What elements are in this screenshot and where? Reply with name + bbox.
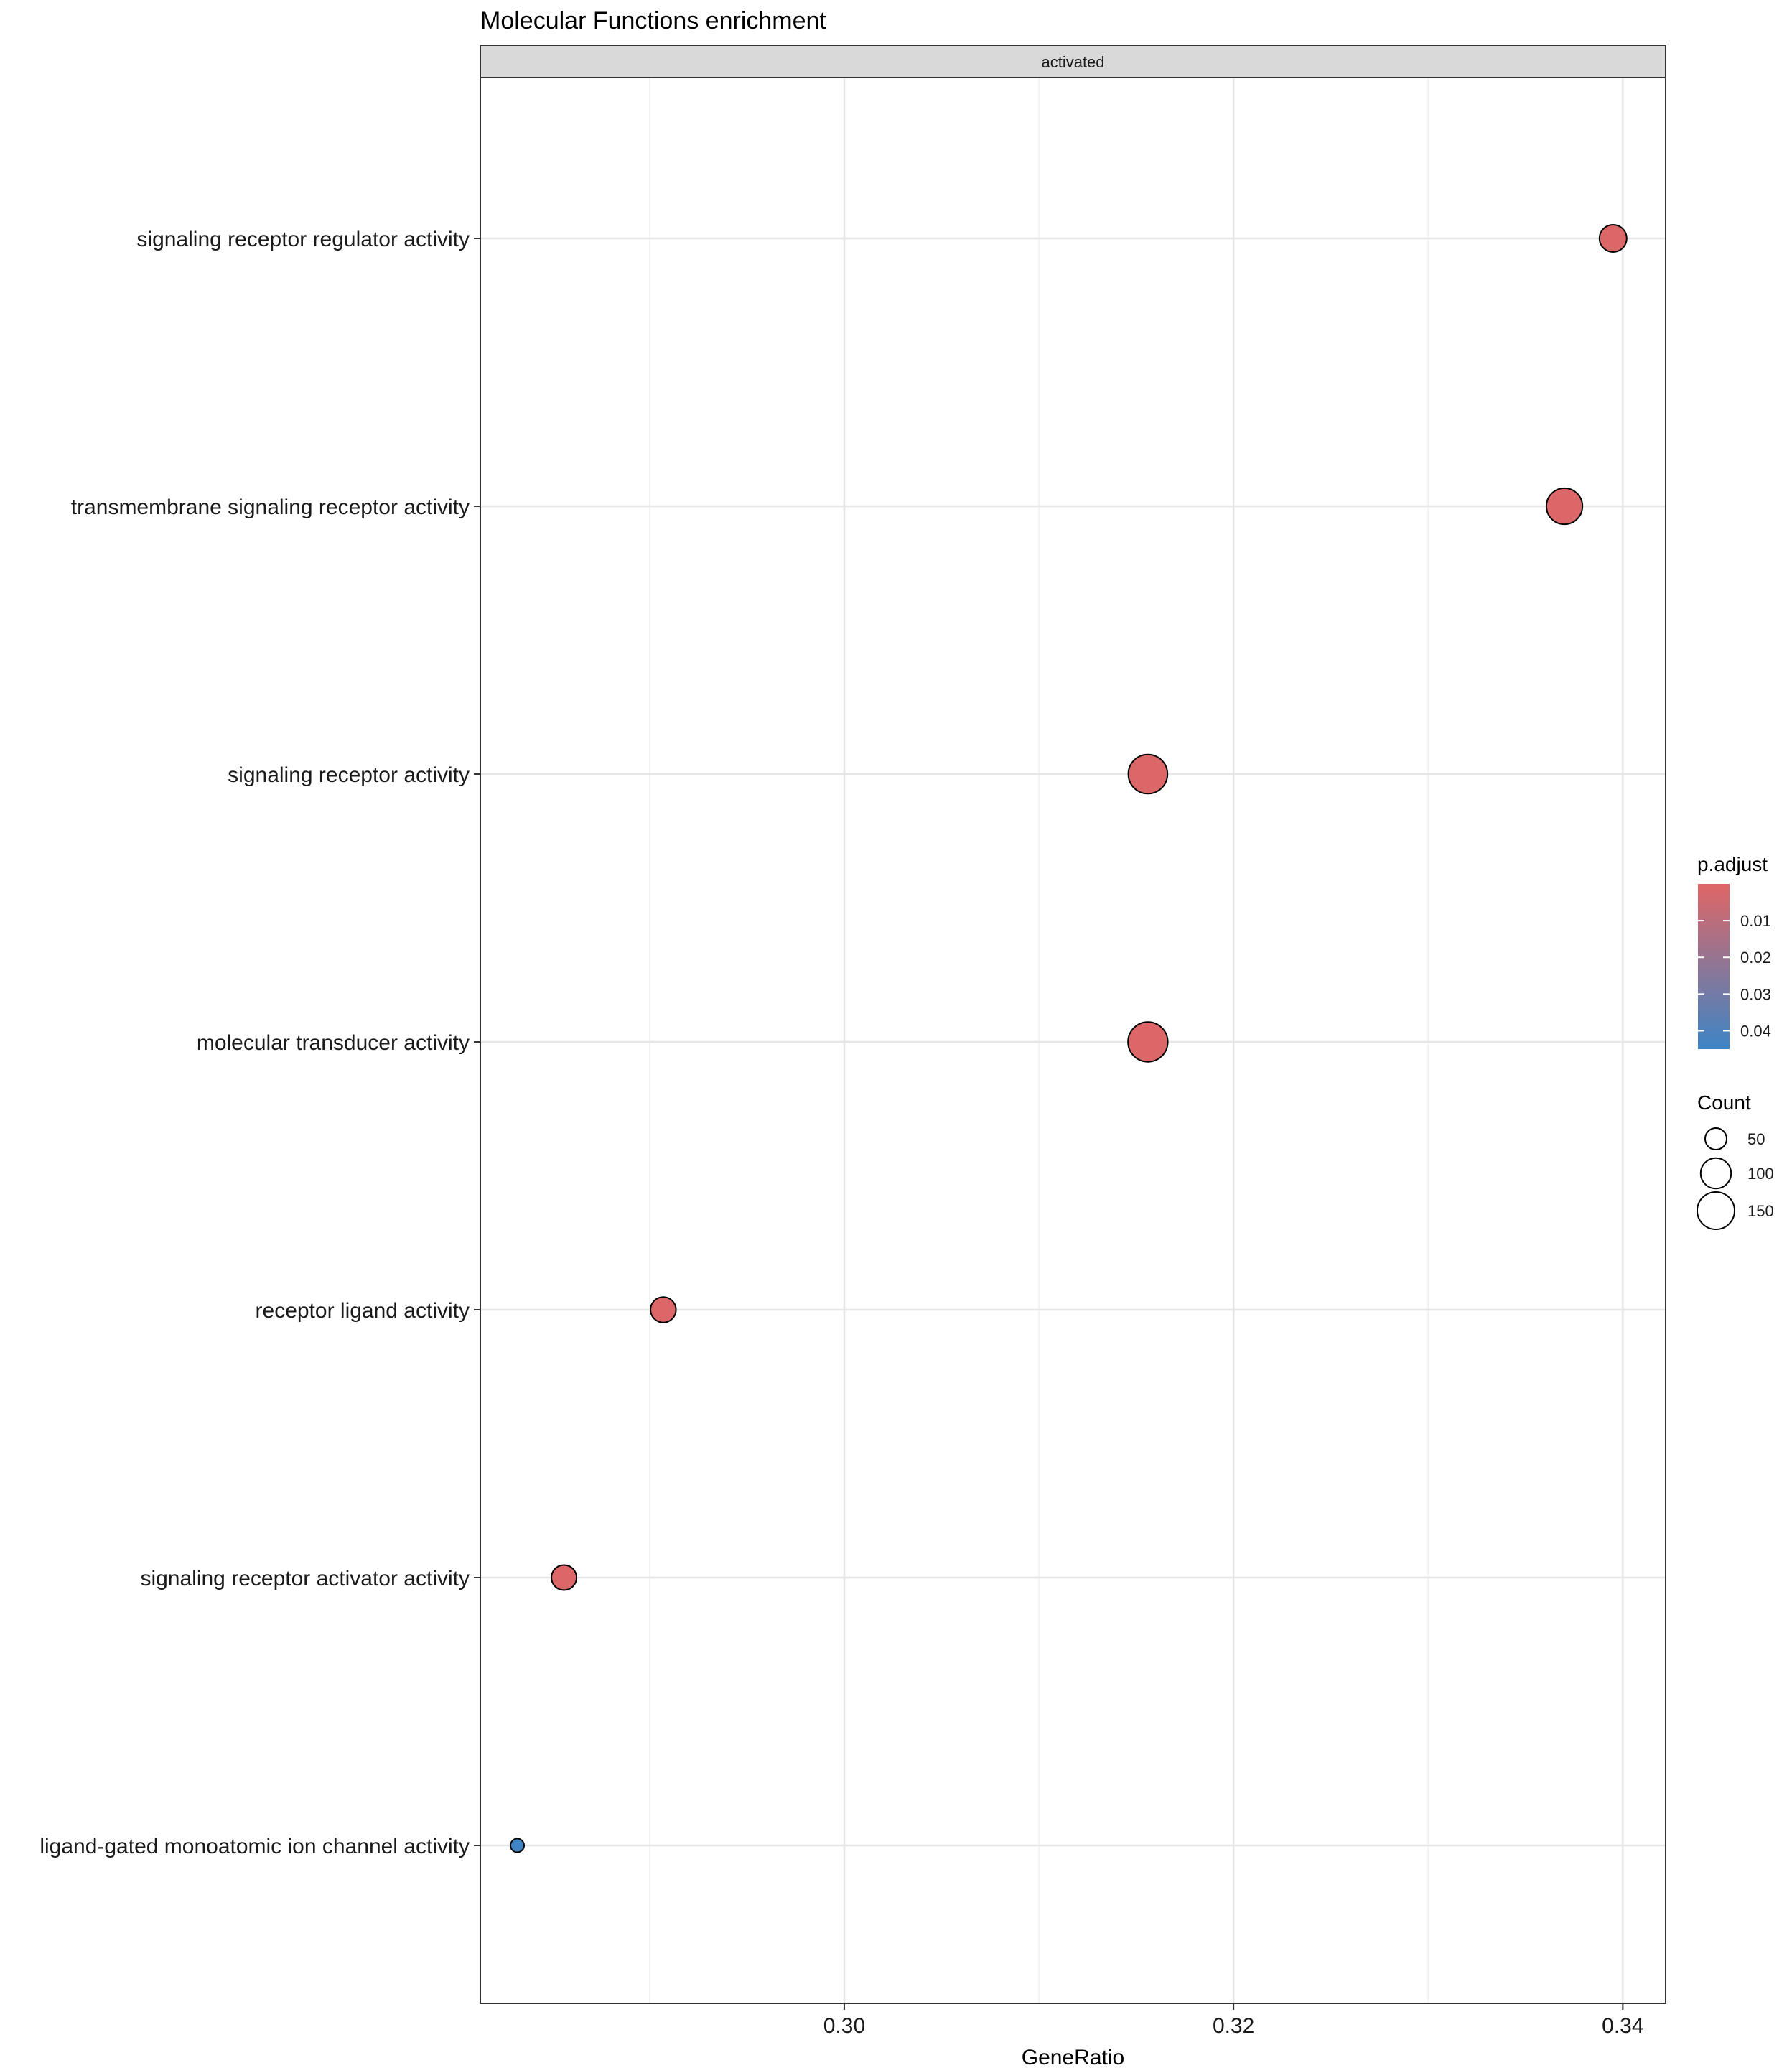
x-axis-title: GeneRatio xyxy=(1022,2046,1124,2068)
major-gridlines xyxy=(480,78,1666,2003)
chart-title: Molecular Functions enrichment xyxy=(480,7,826,34)
y-tick-label: signaling receptor activity xyxy=(228,763,470,787)
y-axis: signaling receptor regulator activity tra… xyxy=(39,228,480,1858)
plot-border xyxy=(480,77,1666,2004)
facet-label: activated xyxy=(1041,53,1104,71)
size-legend-title: Count xyxy=(1697,1091,1751,1114)
size-legend-key xyxy=(1696,1191,1736,1231)
y-tick-label: signaling receptor regulator activity xyxy=(136,228,470,251)
x-tick-label: 0.32 xyxy=(1213,2014,1254,2038)
data-point xyxy=(1545,487,1584,526)
minor-gridlines xyxy=(649,78,1429,2003)
size-legend-key xyxy=(1699,1157,1732,1190)
size-legend-label: 150 xyxy=(1747,1202,1774,1220)
size-legend: 50 100 150 xyxy=(1696,1127,1774,1231)
color-legend-ticks: 0.01 0.02 0.03 0.04 xyxy=(1698,912,1771,1040)
color-legend-label: 0.02 xyxy=(1740,949,1771,967)
color-legend-bar xyxy=(1698,884,1730,1049)
data-point xyxy=(551,1564,578,1591)
size-legend-label: 100 xyxy=(1747,1165,1774,1183)
size-legend-key xyxy=(1704,1127,1728,1151)
plot-panel xyxy=(480,78,1666,2003)
data-point xyxy=(1598,224,1628,253)
y-tick-label: signaling receptor activator activity xyxy=(140,1567,470,1590)
data-point xyxy=(510,1838,526,1853)
color-legend-title: p.adjust xyxy=(1697,853,1768,875)
color-legend-label: 0.01 xyxy=(1740,912,1771,930)
size-legend-label: 50 xyxy=(1747,1130,1765,1148)
facet-strip xyxy=(480,45,1666,78)
color-legend-label: 0.04 xyxy=(1740,1022,1771,1040)
data-point xyxy=(1127,1021,1169,1063)
data-point xyxy=(650,1296,677,1323)
y-tick-label: receptor ligand activity xyxy=(256,1299,470,1323)
x-axis: 0.30 0.32 0.34 xyxy=(823,2003,1644,2038)
y-tick-label: ligand-gated monoatomic ion channel acti… xyxy=(39,1835,470,1858)
color-legend-label: 0.03 xyxy=(1740,985,1771,1003)
x-tick-label: 0.30 xyxy=(823,2014,865,2038)
y-tick-label: transmembrane signaling receptor activit… xyxy=(71,495,470,519)
data-points xyxy=(510,224,1628,1853)
x-tick-label: 0.34 xyxy=(1602,2014,1643,2038)
data-point xyxy=(1127,753,1169,795)
y-tick-label: molecular transducer activity xyxy=(197,1031,470,1055)
